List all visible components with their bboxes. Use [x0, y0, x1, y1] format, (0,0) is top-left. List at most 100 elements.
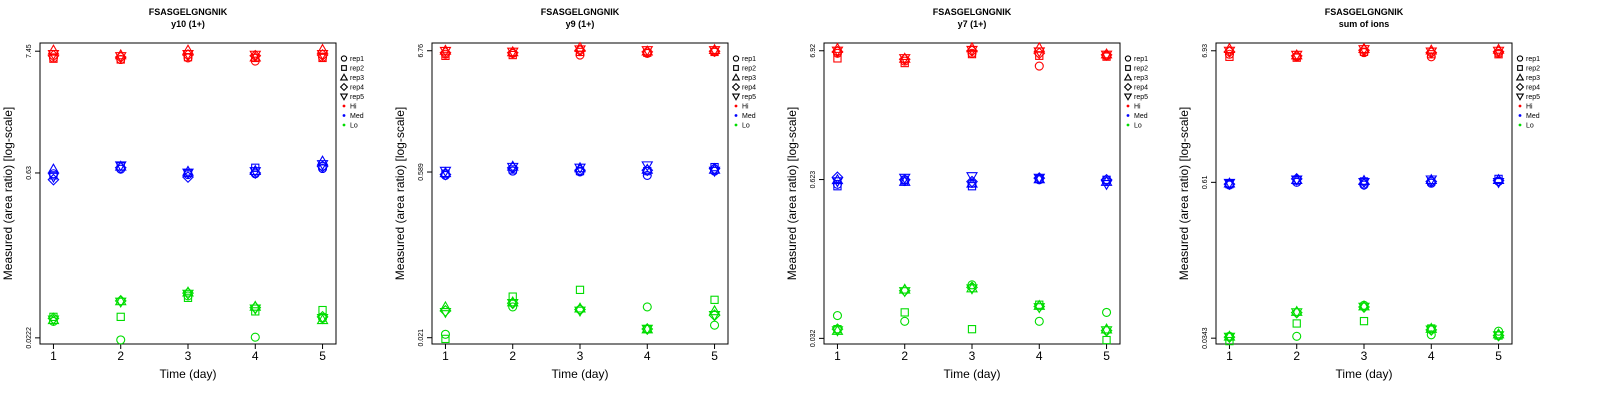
data-point — [182, 171, 194, 184]
data-point — [708, 304, 721, 316]
legend-symbol — [340, 55, 348, 62]
data-point — [966, 41, 978, 53]
data-point — [1100, 326, 1113, 337]
data-point — [1225, 52, 1234, 61]
data-point — [1493, 326, 1504, 336]
data-point — [966, 281, 978, 293]
data-point — [1290, 50, 1303, 62]
x-tick-label: 5 — [319, 349, 326, 363]
data-point — [1358, 174, 1370, 185]
x-axis-label: Time (day) — [1336, 367, 1393, 381]
data-point — [441, 51, 450, 61]
legend-label: rep2 — [1134, 66, 1148, 73]
data-point — [116, 312, 125, 322]
data-point — [966, 175, 978, 188]
legend-label: rep3 — [1134, 75, 1148, 82]
chart-subtitle: y10 (1+) — [171, 19, 205, 29]
data-point — [439, 304, 452, 317]
data-point — [1358, 178, 1370, 189]
data-point — [900, 308, 909, 317]
legend-label: rep4 — [1134, 85, 1148, 92]
data-point — [316, 160, 329, 173]
x-tick-label: 3 — [185, 349, 192, 363]
data-point — [439, 300, 452, 312]
y-tick-label: 0.021 — [418, 329, 425, 347]
data-point — [249, 167, 262, 178]
data-point — [1101, 307, 1112, 317]
chart-subtitle: sum of ions — [1339, 19, 1390, 29]
data-point — [1359, 316, 1369, 326]
data-point — [116, 335, 126, 345]
data-point — [967, 325, 977, 334]
x-axis-label: Time (day) — [552, 367, 609, 381]
legend-dot — [1518, 123, 1522, 127]
data-point — [1033, 303, 1046, 314]
legend-label: Lo — [1134, 123, 1142, 130]
x-tick-label: 2 — [901, 349, 908, 363]
legend-symbol — [732, 55, 740, 62]
data-point — [574, 163, 586, 175]
y-axis-label: Measured (area ratio) [log-scale] — [393, 107, 407, 280]
data-point — [318, 305, 327, 315]
data-point — [182, 286, 194, 297]
x-tick-label: 2 — [1293, 349, 1300, 363]
data-point — [641, 161, 654, 172]
data-point — [966, 284, 978, 295]
x-tick-label: 4 — [1428, 349, 1435, 363]
data-point — [114, 294, 127, 306]
y-tick-label: 0.032 — [810, 330, 817, 348]
x-tick-label: 1 — [834, 349, 841, 363]
legend-symbol — [1515, 73, 1525, 81]
data-point — [1358, 178, 1370, 191]
legend-symbol — [1517, 65, 1523, 71]
data-point — [114, 161, 127, 174]
data-point — [506, 45, 519, 57]
y-tick-label: 0.589 — [418, 163, 425, 181]
legend-symbol — [731, 73, 741, 81]
chart-title: FSASGELGNGNIK — [933, 7, 1012, 17]
plot-frame — [823, 42, 1121, 345]
legend-label: rep3 — [1526, 75, 1540, 82]
legend-dot — [1126, 104, 1130, 108]
data-point — [641, 164, 654, 177]
legend-dot — [342, 114, 346, 117]
y-tick-label: 6.93 — [1202, 44, 1209, 58]
data-point — [710, 295, 719, 304]
legend-label: rep5 — [350, 94, 364, 101]
data-point — [1290, 48, 1303, 60]
data-point — [1100, 50, 1113, 62]
x-axis-label: Time (day) — [160, 367, 217, 381]
legend-label: rep5 — [742, 94, 756, 101]
data-point — [966, 172, 978, 183]
data-point — [114, 161, 127, 172]
x-tick-label: 3 — [577, 349, 584, 363]
data-point — [249, 50, 262, 62]
data-point — [641, 46, 654, 57]
data-point — [1492, 331, 1505, 342]
data-point — [575, 285, 585, 295]
data-point — [641, 324, 654, 336]
data-point — [47, 173, 60, 186]
data-point — [833, 54, 842, 63]
data-point — [316, 160, 329, 171]
data-point — [832, 311, 843, 321]
chart-title: FSASGELGNGNIK — [541, 7, 620, 17]
chart-title: FSASGELGNGNIK — [149, 7, 228, 17]
legend-symbol — [1516, 55, 1524, 62]
legend-symbol — [1123, 73, 1133, 81]
chart-panel: FSASGELGNGNIK sum of ions 1 2 3 4 5 Time (day) 0… — [1177, 7, 1540, 381]
data-point — [1034, 316, 1044, 326]
legend-label: rep4 — [742, 85, 756, 92]
legend-dot — [734, 123, 738, 127]
data-point — [1494, 50, 1503, 59]
legend-label: Med — [742, 113, 756, 120]
plot-frame — [1215, 42, 1513, 345]
legend-label: Med — [350, 113, 364, 120]
x-tick-label: 4 — [644, 349, 651, 363]
data-point — [1358, 302, 1370, 314]
legend-label: rep1 — [1526, 56, 1540, 63]
chart-panel: FSASGELGNGNIK y9 (1+) 1 2 3 4 5 Time (day) 0.021… — [393, 7, 756, 381]
data-point — [1100, 180, 1113, 191]
legend-label: rep2 — [742, 66, 756, 73]
y-axis-label: Measured (area ratio) [log-scale] — [1, 107, 15, 280]
